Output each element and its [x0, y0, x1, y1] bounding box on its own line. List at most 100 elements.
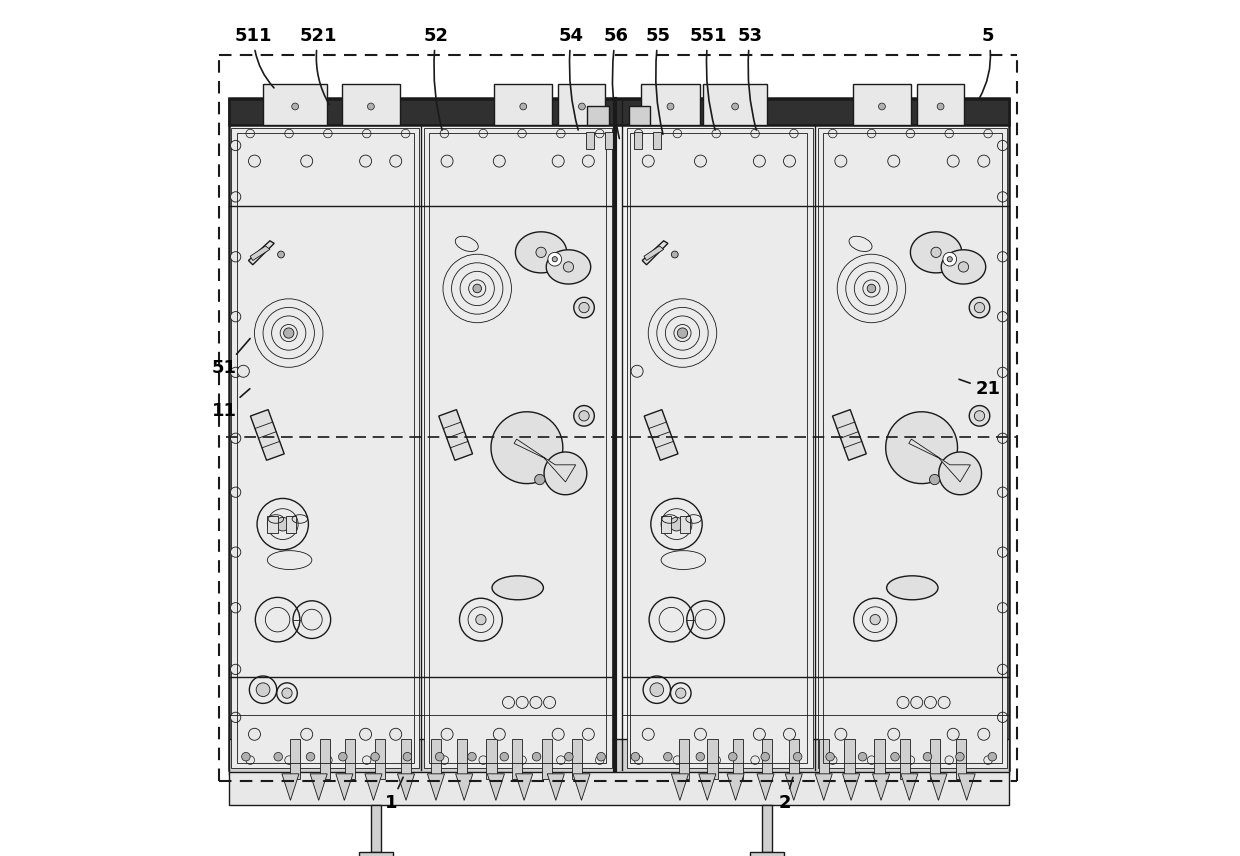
Bar: [918, 84, 965, 125]
Circle shape: [476, 615, 486, 625]
Circle shape: [930, 474, 940, 484]
Bar: [817, 128, 1007, 768]
Bar: [900, 739, 910, 779]
Circle shape: [479, 756, 487, 764]
Circle shape: [574, 297, 594, 318]
Circle shape: [945, 756, 954, 764]
Circle shape: [502, 697, 515, 709]
Circle shape: [676, 688, 686, 698]
Circle shape: [583, 155, 594, 167]
Bar: [342, 84, 401, 125]
Circle shape: [754, 155, 765, 167]
Bar: [229, 98, 1009, 770]
Bar: [345, 739, 356, 779]
Text: 55: 55: [646, 27, 671, 134]
Circle shape: [897, 697, 909, 709]
Circle shape: [978, 728, 990, 740]
Circle shape: [923, 752, 931, 761]
Circle shape: [532, 752, 541, 761]
Bar: [286, 515, 296, 532]
Circle shape: [231, 664, 241, 675]
Circle shape: [257, 683, 270, 697]
Circle shape: [947, 257, 952, 262]
Circle shape: [983, 129, 992, 138]
Circle shape: [543, 697, 556, 709]
Circle shape: [835, 155, 847, 167]
Text: 56: 56: [603, 27, 629, 139]
Polygon shape: [885, 412, 957, 484]
Polygon shape: [455, 774, 472, 800]
Circle shape: [712, 756, 720, 764]
Circle shape: [552, 728, 564, 740]
Circle shape: [403, 752, 412, 761]
Text: 11: 11: [212, 389, 249, 420]
Circle shape: [557, 129, 565, 138]
Bar: [558, 84, 605, 125]
Bar: [263, 84, 327, 125]
Polygon shape: [515, 439, 575, 482]
Circle shape: [947, 155, 960, 167]
Bar: [268, 515, 278, 532]
Circle shape: [975, 302, 985, 312]
Circle shape: [284, 328, 294, 338]
Circle shape: [402, 756, 410, 764]
Circle shape: [595, 756, 604, 764]
Circle shape: [231, 547, 241, 557]
Bar: [229, 99, 1009, 125]
Circle shape: [231, 603, 241, 613]
Circle shape: [237, 366, 249, 377]
Text: 53: 53: [738, 27, 763, 130]
Circle shape: [362, 756, 371, 764]
Circle shape: [440, 129, 449, 138]
Polygon shape: [644, 246, 663, 260]
Circle shape: [997, 433, 1008, 443]
Text: 1: 1: [386, 777, 403, 812]
Ellipse shape: [887, 576, 937, 600]
Polygon shape: [785, 774, 802, 800]
Circle shape: [552, 257, 557, 262]
Circle shape: [997, 252, 1008, 262]
Bar: [641, 84, 699, 125]
Circle shape: [947, 728, 960, 740]
Polygon shape: [398, 774, 414, 800]
Circle shape: [732, 103, 739, 110]
Circle shape: [870, 615, 880, 625]
Text: 2: 2: [779, 777, 792, 812]
Circle shape: [978, 155, 990, 167]
Circle shape: [339, 752, 347, 761]
Circle shape: [828, 756, 837, 764]
Circle shape: [246, 129, 254, 138]
Polygon shape: [516, 774, 533, 800]
Circle shape: [564, 752, 573, 761]
Circle shape: [494, 728, 505, 740]
Bar: [844, 739, 854, 779]
Circle shape: [937, 103, 944, 110]
Bar: [680, 515, 691, 532]
Circle shape: [667, 103, 673, 110]
Circle shape: [794, 752, 802, 761]
Polygon shape: [645, 410, 678, 461]
Circle shape: [500, 752, 508, 761]
Circle shape: [441, 155, 453, 167]
Polygon shape: [900, 774, 918, 800]
Circle shape: [248, 728, 260, 740]
Bar: [652, 132, 661, 149]
Circle shape: [360, 728, 372, 740]
Polygon shape: [815, 774, 832, 800]
Circle shape: [650, 683, 663, 697]
Circle shape: [242, 752, 250, 761]
Circle shape: [939, 697, 950, 709]
Bar: [703, 84, 768, 125]
Circle shape: [520, 103, 527, 110]
Circle shape: [728, 752, 737, 761]
Circle shape: [970, 297, 990, 318]
Circle shape: [291, 103, 299, 110]
Circle shape: [231, 140, 241, 151]
Circle shape: [574, 406, 594, 426]
Polygon shape: [941, 250, 986, 284]
Polygon shape: [487, 774, 505, 800]
Circle shape: [536, 247, 546, 258]
Circle shape: [888, 728, 900, 740]
Circle shape: [579, 302, 589, 312]
Circle shape: [324, 129, 332, 138]
